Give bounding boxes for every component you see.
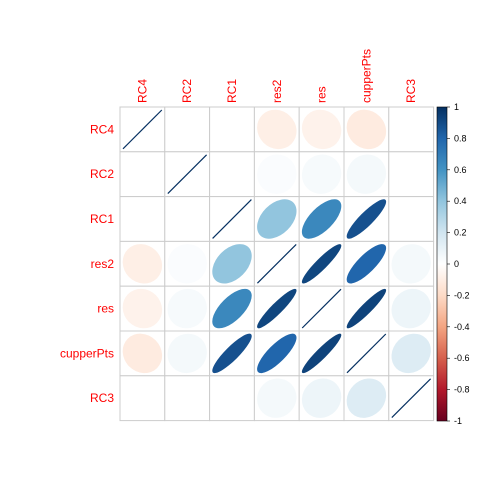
colorbar-tick-label: 1 — [454, 102, 459, 112]
ellipse-mark — [256, 243, 297, 284]
ellipse-mark — [167, 333, 207, 374]
colorbar-tick-label: -1 — [454, 416, 462, 426]
ellipse-mark — [346, 244, 387, 284]
ellipse-mark — [212, 109, 252, 150]
column-label: RC4 — [135, 79, 149, 103]
colorbar-tick-label: -0.4 — [454, 322, 470, 332]
row-label: RC4 — [90, 122, 114, 136]
correlation-cells — [119, 106, 435, 422]
ellipse-mark — [346, 378, 387, 418]
ellipse-mark — [301, 154, 342, 194]
colorbar-tick-label: 0.2 — [454, 228, 467, 238]
ellipse-mark — [346, 199, 387, 239]
colorbar-legend: 1 0.8 0.6 0.4 0.2 0 -0.2 -0.4 -0.6 -0.8 -1 — [436, 102, 470, 426]
colorbar-tick-label: 0 — [454, 259, 459, 269]
ellipse-mark — [257, 199, 297, 239]
ellipse-mark — [346, 154, 387, 194]
column-label: cupperPts — [359, 49, 373, 103]
colorbar-tick-label: 0.4 — [454, 196, 467, 206]
ellipse-mark — [257, 154, 297, 194]
column-label: res — [315, 86, 329, 103]
ellipse-mark — [167, 378, 207, 418]
row-labels: RC4 RC2 RC1 res2 res cupperPts RC3 — [60, 122, 114, 405]
ellipse-mark — [391, 109, 431, 150]
ellipse-mark — [301, 333, 342, 374]
column-labels: RC4 RC2 RC1 res2 res cupperPts RC3 — [135, 49, 418, 103]
ellipse-mark — [301, 244, 342, 284]
row-label: RC2 — [90, 167, 114, 181]
column-label: RC1 — [225, 79, 239, 103]
ellipse-mark — [122, 244, 163, 284]
colorbar-tick-label: 0.8 — [454, 133, 467, 143]
ellipse-mark — [122, 378, 163, 418]
row-label: res2 — [91, 257, 115, 271]
row-label: res — [97, 302, 114, 316]
ellipse-mark — [257, 109, 297, 150]
ellipse-mark — [212, 244, 252, 284]
ellipse-mark — [167, 199, 207, 239]
ellipse-mark — [167, 109, 207, 150]
colorbar-tick-label: 0.6 — [454, 165, 467, 175]
ellipse-mark — [391, 378, 432, 419]
ellipse-mark — [122, 333, 163, 374]
ellipse-mark — [301, 109, 342, 150]
ellipse-mark — [167, 288, 207, 329]
ellipse-mark — [212, 288, 252, 329]
ellipse-mark — [391, 288, 431, 329]
ellipse-mark — [391, 154, 431, 194]
ellipse-mark — [391, 333, 431, 374]
row-label: RC1 — [90, 212, 114, 226]
ellipse-mark — [122, 199, 163, 239]
ellipse-mark — [301, 378, 342, 418]
column-label: RC2 — [180, 79, 194, 103]
row-label: RC3 — [90, 391, 114, 405]
ellipse-mark — [212, 154, 252, 194]
ellipse-mark — [301, 199, 342, 239]
ellipse-mark — [122, 154, 163, 194]
ellipse-mark — [391, 199, 431, 239]
ellipse-mark — [257, 333, 297, 374]
ellipse-mark — [212, 199, 252, 239]
row-label: cupperPts — [60, 346, 114, 360]
ellipse-mark — [212, 378, 252, 418]
ellipse-mark — [346, 333, 387, 374]
ellipse-mark — [167, 154, 208, 195]
colorbar — [436, 106, 448, 422]
ellipse-mark — [257, 378, 297, 418]
ellipse-mark — [122, 288, 163, 329]
ellipse-mark — [122, 109, 163, 150]
colorbar-tick-label: -0.8 — [454, 385, 470, 395]
ellipse-mark — [212, 333, 252, 374]
ellipse-mark — [391, 244, 431, 284]
ellipse-mark — [346, 288, 387, 329]
colorbar-tick-label: -0.2 — [454, 290, 470, 300]
column-label: RC3 — [404, 79, 418, 103]
ellipse-mark — [167, 244, 207, 284]
ellipse-mark — [346, 109, 387, 150]
column-label: res2 — [270, 79, 284, 103]
ellipse-mark — [257, 288, 297, 329]
colorbar-tick-label: -0.6 — [454, 353, 470, 363]
ellipse-mark — [301, 288, 342, 329]
